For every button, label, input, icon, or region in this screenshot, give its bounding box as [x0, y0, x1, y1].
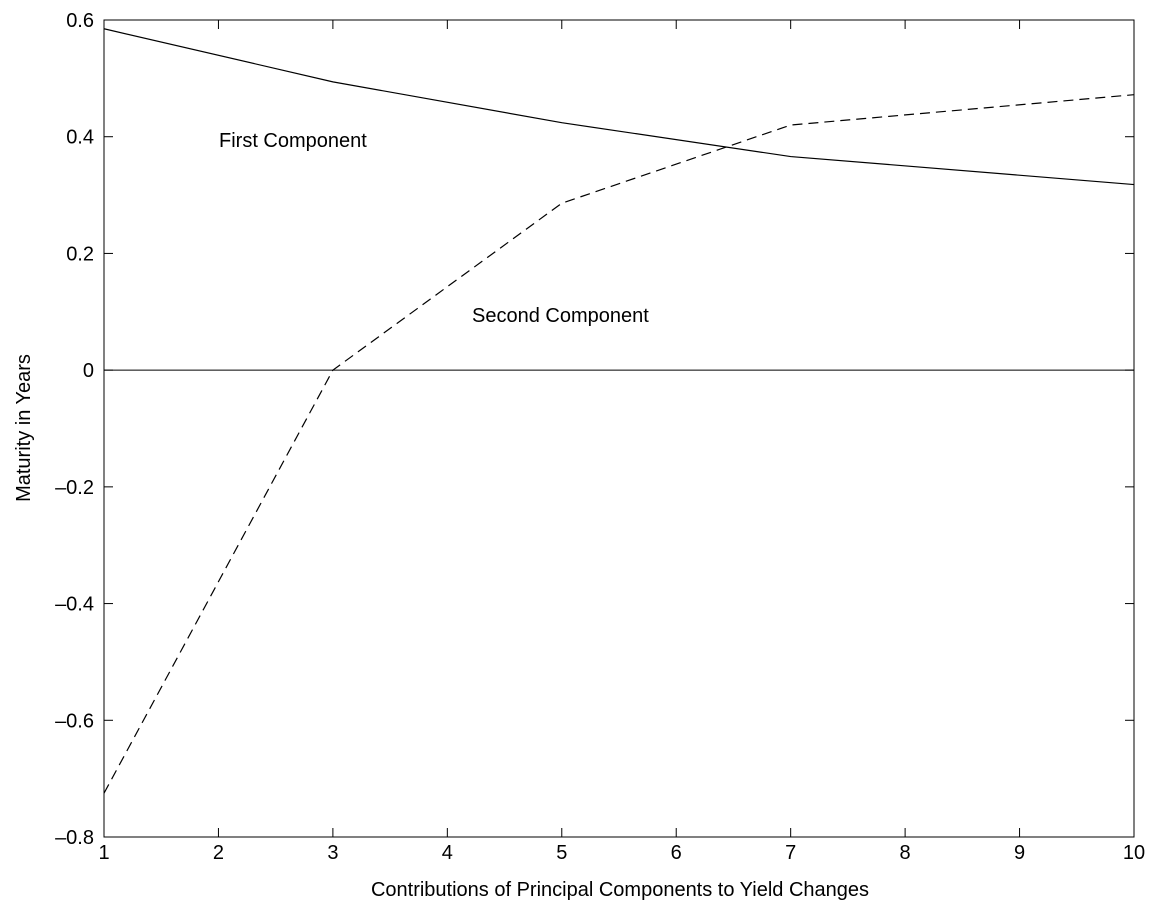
x-tick-label: 3: [327, 842, 338, 864]
y-tick-label: –0.2: [55, 477, 94, 499]
y-axis-label: Maturity in Years: [13, 354, 35, 502]
y-tick-label: –0.4: [55, 594, 94, 616]
y-tick-label: 0.2: [66, 243, 94, 265]
x-tick-label: 8: [900, 842, 911, 864]
y-tick-label: –0.8: [55, 827, 94, 849]
plot-frame: [103, 19, 1135, 838]
x-tick-label: 5: [556, 842, 567, 864]
annotation: Second Component: [472, 305, 649, 327]
series-line: [103, 94, 1135, 794]
y-tick-label: –0.6: [55, 710, 94, 732]
x-tick-label: 7: [785, 842, 796, 864]
x-tick-label: 1: [98, 842, 109, 864]
x-tick-label: 4: [442, 842, 453, 864]
y-tick-label: 0.4: [66, 127, 94, 149]
x-tick-label: 9: [1014, 842, 1025, 864]
annotation: First Component: [219, 130, 367, 152]
x-tick-label: 6: [671, 842, 682, 864]
x-tick-label: 10: [1123, 842, 1145, 864]
y-tick-label: 0.6: [66, 10, 94, 32]
series-line: [103, 28, 1135, 186]
y-tick-label: 0: [83, 360, 94, 382]
x-tick-label: 2: [213, 842, 224, 864]
x-axis-label: Contributions of Principal Components to…: [371, 879, 869, 901]
